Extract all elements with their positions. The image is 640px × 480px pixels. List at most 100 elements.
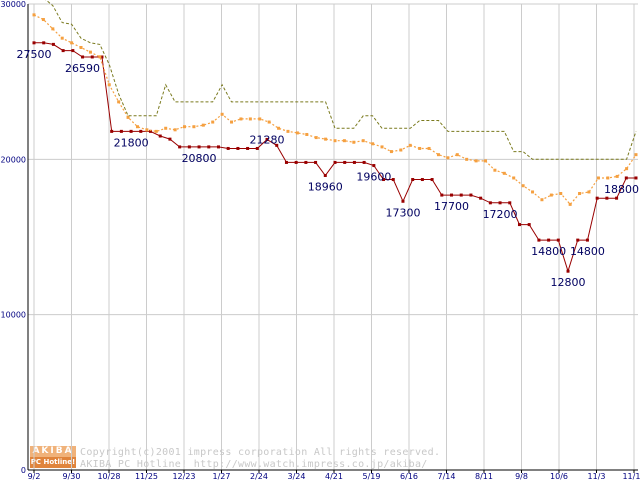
data-point (183, 125, 186, 129)
data-point (295, 131, 299, 135)
data-point (129, 129, 133, 133)
data-point (411, 178, 415, 182)
data-label: 14800 (531, 245, 566, 258)
data-point (277, 126, 281, 130)
data-point (139, 129, 143, 133)
data-point (239, 117, 243, 121)
data-point (81, 55, 85, 59)
data-point (154, 129, 158, 133)
x-tick-label: 2/24 (250, 472, 268, 480)
data-label: 27500 (17, 48, 52, 61)
data-point (60, 36, 64, 40)
data-point (265, 137, 269, 141)
data-point (342, 139, 346, 143)
data-label: 18960 (308, 180, 343, 193)
data-point (323, 173, 327, 177)
data-point (61, 49, 65, 53)
y-tick-label: 30000 (1, 0, 26, 9)
data-point (32, 13, 36, 17)
data-point (566, 269, 570, 273)
data-point (362, 160, 366, 164)
data-point (450, 193, 454, 197)
data-point (333, 160, 337, 164)
data-point (107, 83, 111, 87)
data-point (585, 238, 589, 242)
series-line (34, 42, 636, 273)
data-point (493, 168, 497, 172)
data-point (178, 145, 182, 149)
data-label: 17200 (483, 208, 518, 221)
data-label: 21800 (114, 136, 149, 149)
series-line (33, 14, 637, 206)
data-point (418, 146, 422, 150)
data-point (361, 139, 365, 143)
data-point (459, 193, 463, 197)
data-point (164, 126, 168, 130)
data-point (474, 159, 478, 163)
data-point (192, 125, 196, 129)
data-point (284, 160, 288, 164)
data-point (595, 196, 599, 200)
data-point (484, 159, 487, 163)
x-tick-label: 11/17 (622, 472, 640, 480)
data-label: 12800 (551, 276, 586, 289)
data-point (389, 150, 393, 154)
x-tick-label: 10/28 (97, 472, 120, 480)
data-point (587, 190, 591, 194)
data-point (236, 146, 240, 150)
data-point (559, 192, 563, 196)
data-point (324, 137, 328, 141)
data-point (436, 153, 440, 157)
data-point (440, 193, 444, 197)
data-point (634, 153, 638, 157)
data-point (469, 193, 473, 197)
y-tick-label: 20000 (1, 155, 26, 164)
data-point (605, 196, 609, 200)
data-point (455, 153, 459, 157)
data-point (90, 55, 94, 59)
data-point (267, 120, 271, 124)
x-tick-label: 11/25 (135, 472, 158, 480)
data-point (98, 55, 102, 59)
y-tick-label: 0 (21, 466, 26, 475)
data-point (465, 157, 469, 161)
logo-akiba-text: AKIBA (30, 446, 76, 457)
data-point (408, 143, 412, 147)
x-tick-label: 1/27 (213, 472, 231, 480)
data-point (430, 178, 434, 182)
data-point (314, 136, 318, 140)
data-point (537, 238, 541, 242)
data-label: 21280 (250, 133, 285, 146)
copyright-watermark: Copyright(c)2001 impress corporation All… (80, 447, 440, 458)
data-point (246, 146, 250, 150)
x-tick-label: 12/23 (172, 472, 195, 480)
data-point (615, 174, 619, 178)
data-point (119, 129, 123, 133)
grid-lines (28, 3, 638, 471)
data-point (286, 129, 290, 133)
data-point (399, 148, 403, 152)
data-point (79, 45, 83, 49)
data-point (401, 199, 405, 203)
x-tick-label: 9/8 (515, 472, 528, 480)
data-label: 14800 (570, 245, 605, 258)
data-point (158, 134, 162, 138)
x-tick-label: 9/2 (28, 472, 41, 480)
data-point (32, 41, 36, 45)
data-point (258, 117, 262, 121)
hotline-watermark: AKIBA PC Hotline! http://www.watch.impre… (80, 459, 428, 470)
data-point (126, 115, 130, 119)
y-tick-label: 10000 (1, 311, 26, 320)
data-point (135, 125, 139, 129)
data-labels: 27500 26590 21800 20800 21280 18960 19600 17300… (17, 48, 640, 289)
data-point (382, 178, 386, 182)
x-tick-label: 6/16 (400, 472, 418, 480)
data-label: 18800 (604, 183, 639, 196)
data-point (371, 142, 375, 146)
data-point (314, 160, 318, 164)
data-point (521, 184, 525, 188)
data-point (531, 190, 535, 194)
x-tick-label: 9/30 (63, 472, 81, 480)
